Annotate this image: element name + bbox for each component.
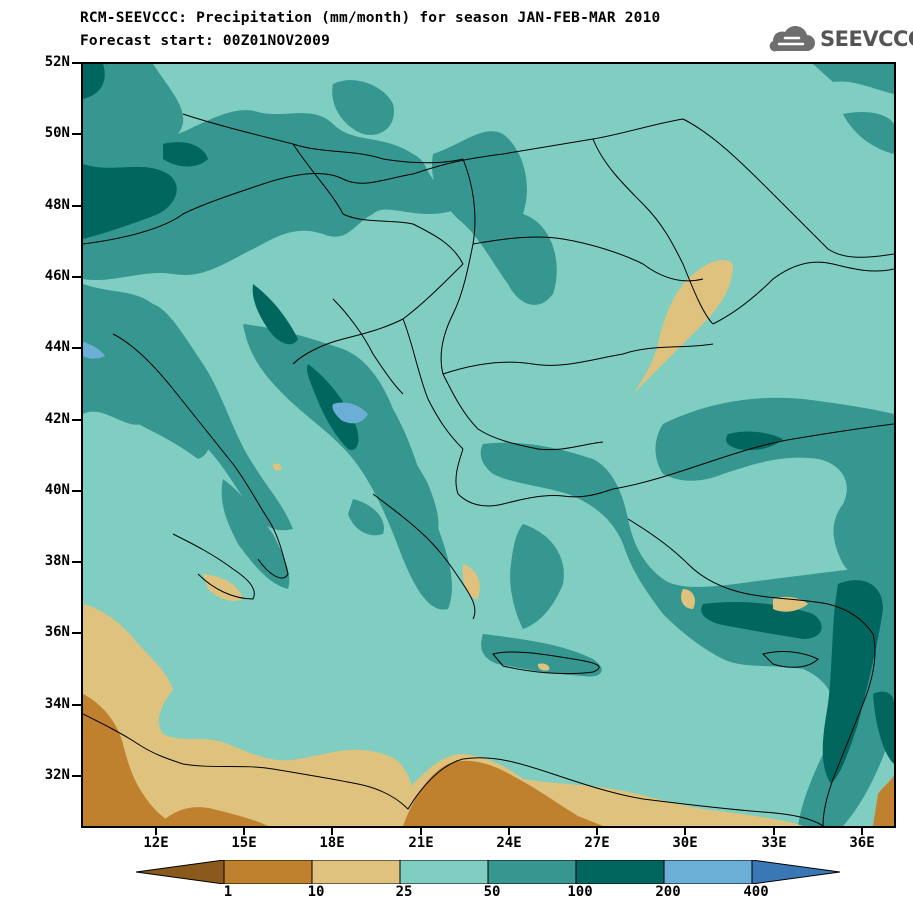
colorbar-label-50: 50 [483, 884, 501, 900]
lon-label-24e: 24E [496, 835, 522, 851]
lat-label-34n: 34N [44, 696, 70, 712]
lon-tick [420, 828, 422, 835]
colorbar-segment [399, 860, 489, 884]
lat-tick [72, 133, 81, 135]
lat-label-38n: 38N [44, 553, 70, 569]
colorbar-label-100: 100 [567, 884, 593, 900]
colorbar-segment [311, 860, 401, 884]
lon-label-15e: 15E [231, 835, 257, 851]
lat-tick [72, 347, 81, 349]
lat-label-44n: 44N [44, 339, 70, 355]
colorbar-segment [487, 860, 577, 884]
seevccc-logo: SEEVCCC [765, 24, 913, 54]
lon-label-33e: 33E [761, 835, 787, 851]
colorbar-label-25: 25 [395, 884, 413, 900]
lon-label-27e: 27E [584, 835, 610, 851]
colorbar-label-10: 10 [307, 884, 325, 900]
lat-label-48n: 48N [44, 197, 70, 213]
logo-text: SEEVCCC [820, 27, 913, 51]
lon-label-36e: 36E [849, 835, 875, 851]
lat-tick [72, 704, 81, 706]
colorbar-label-400: 400 [743, 884, 769, 900]
lon-tick [773, 828, 775, 835]
field-50-100 [83, 64, 894, 826]
lat-label-46n: 46N [44, 268, 70, 284]
lat-label-52n: 52N [44, 54, 70, 70]
lon-label-30e: 30E [672, 835, 698, 851]
colorbar-segment [223, 860, 313, 884]
forecast-start-label: Forecast start: 00Z01NOV2009 [80, 33, 331, 49]
country-borders [83, 113, 894, 826]
cloud-icon [769, 26, 815, 52]
lon-tick [596, 828, 598, 835]
colorbar [136, 860, 840, 884]
colorbar-segment [575, 860, 665, 884]
field-200-400 [83, 342, 368, 424]
map-title: RCM-SEEVCCC: Precipitation (mm/month) fo… [80, 10, 661, 26]
lat-tick [72, 419, 81, 421]
colorbar-label-200: 200 [655, 884, 681, 900]
colorbar-extend-high [751, 860, 840, 884]
field-100-200 [83, 64, 894, 784]
colorbar-label-1: 1 [223, 884, 233, 900]
precipitation-map [81, 62, 896, 828]
lon-tick [508, 828, 510, 835]
field-1-10 [83, 694, 894, 826]
lat-label-42n: 42N [44, 411, 70, 427]
lat-label-32n: 32N [44, 767, 70, 783]
lon-tick [861, 828, 863, 835]
colorbar-segment [663, 860, 753, 884]
lat-label-50n: 50N [44, 125, 70, 141]
lat-label-40n: 40N [44, 482, 70, 498]
lat-tick [72, 62, 81, 64]
lat-tick [72, 205, 81, 207]
lon-tick [331, 828, 333, 835]
lat-tick [72, 276, 81, 278]
lon-label-18e: 18E [319, 835, 345, 851]
lat-label-36n: 36N [44, 624, 70, 640]
lon-label-21e: 21E [408, 835, 434, 851]
lon-label-12e: 12E [143, 835, 169, 851]
lat-tick [72, 490, 81, 492]
lat-tick [72, 561, 81, 563]
lon-tick [243, 828, 245, 835]
lon-tick [684, 828, 686, 835]
colorbar-extend-low [136, 860, 225, 884]
lat-tick [72, 632, 81, 634]
map-canvas [83, 64, 894, 826]
lon-tick [155, 828, 157, 835]
lat-tick [72, 775, 81, 777]
